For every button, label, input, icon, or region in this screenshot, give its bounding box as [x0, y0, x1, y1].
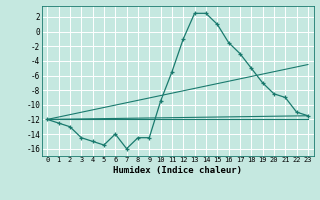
X-axis label: Humidex (Indice chaleur): Humidex (Indice chaleur): [113, 166, 242, 175]
